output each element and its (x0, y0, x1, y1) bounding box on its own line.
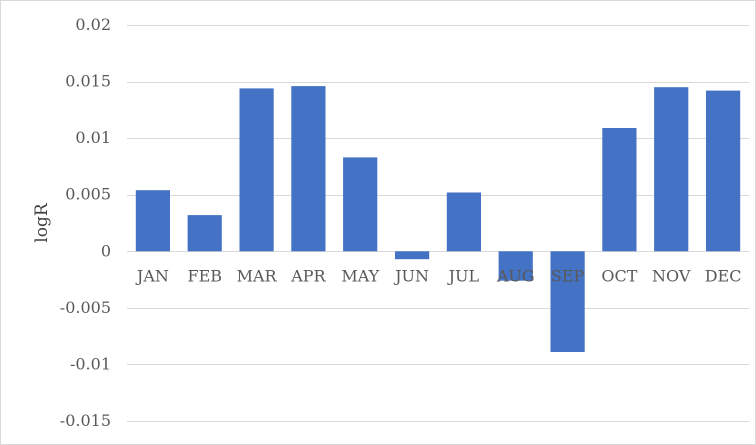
y-tick-label: 0 (101, 241, 111, 260)
bar-jul (446, 192, 481, 252)
x-category-label: JUN (393, 266, 429, 285)
bar-aug (498, 251, 533, 281)
bar-oct (602, 128, 637, 252)
bars (135, 86, 741, 352)
x-category-label: JAN (135, 266, 169, 285)
x-category-label: AUG (496, 266, 535, 285)
bar-feb (187, 215, 222, 252)
bar-jan (135, 190, 170, 252)
y-axis-ticks: 0.02 0.015 0.01 0.005 0 -0.005 -0.01 -0.015 (60, 15, 111, 430)
bar-nov (654, 87, 689, 252)
y-tick-label: -0.015 (60, 411, 111, 430)
x-axis-categories: JAN FEB MAR APR MAY JUN JUL AUG SEP OCT NOV DEC (135, 266, 742, 285)
bar-jun (395, 251, 430, 260)
gridlines (127, 25, 749, 422)
x-category-label: MAY (341, 266, 379, 285)
y-tick-label: 0.005 (65, 185, 111, 204)
bar-may (343, 157, 378, 252)
x-category-label: NOV (652, 266, 691, 285)
y-tick-label: -0.005 (60, 298, 111, 317)
bar-apr (291, 86, 326, 252)
x-category-label: SEP (551, 266, 585, 285)
y-tick-label: 0.015 (65, 72, 111, 91)
x-category-label: DEC (705, 266, 742, 285)
x-category-label: FEB (187, 266, 222, 285)
bar-sep (550, 251, 585, 352)
y-tick-label: -0.01 (70, 354, 111, 373)
y-tick-label: 0.01 (75, 128, 111, 147)
bar-mar (239, 88, 274, 252)
y-tick-label: 0.02 (75, 15, 111, 34)
x-category-label: OCT (601, 266, 637, 285)
x-category-label: JUL (447, 266, 480, 285)
bar-dec (706, 90, 741, 252)
y-axis-title: logR (32, 202, 52, 243)
x-category-label: MAR (237, 266, 278, 285)
x-category-label: APR (290, 266, 326, 285)
